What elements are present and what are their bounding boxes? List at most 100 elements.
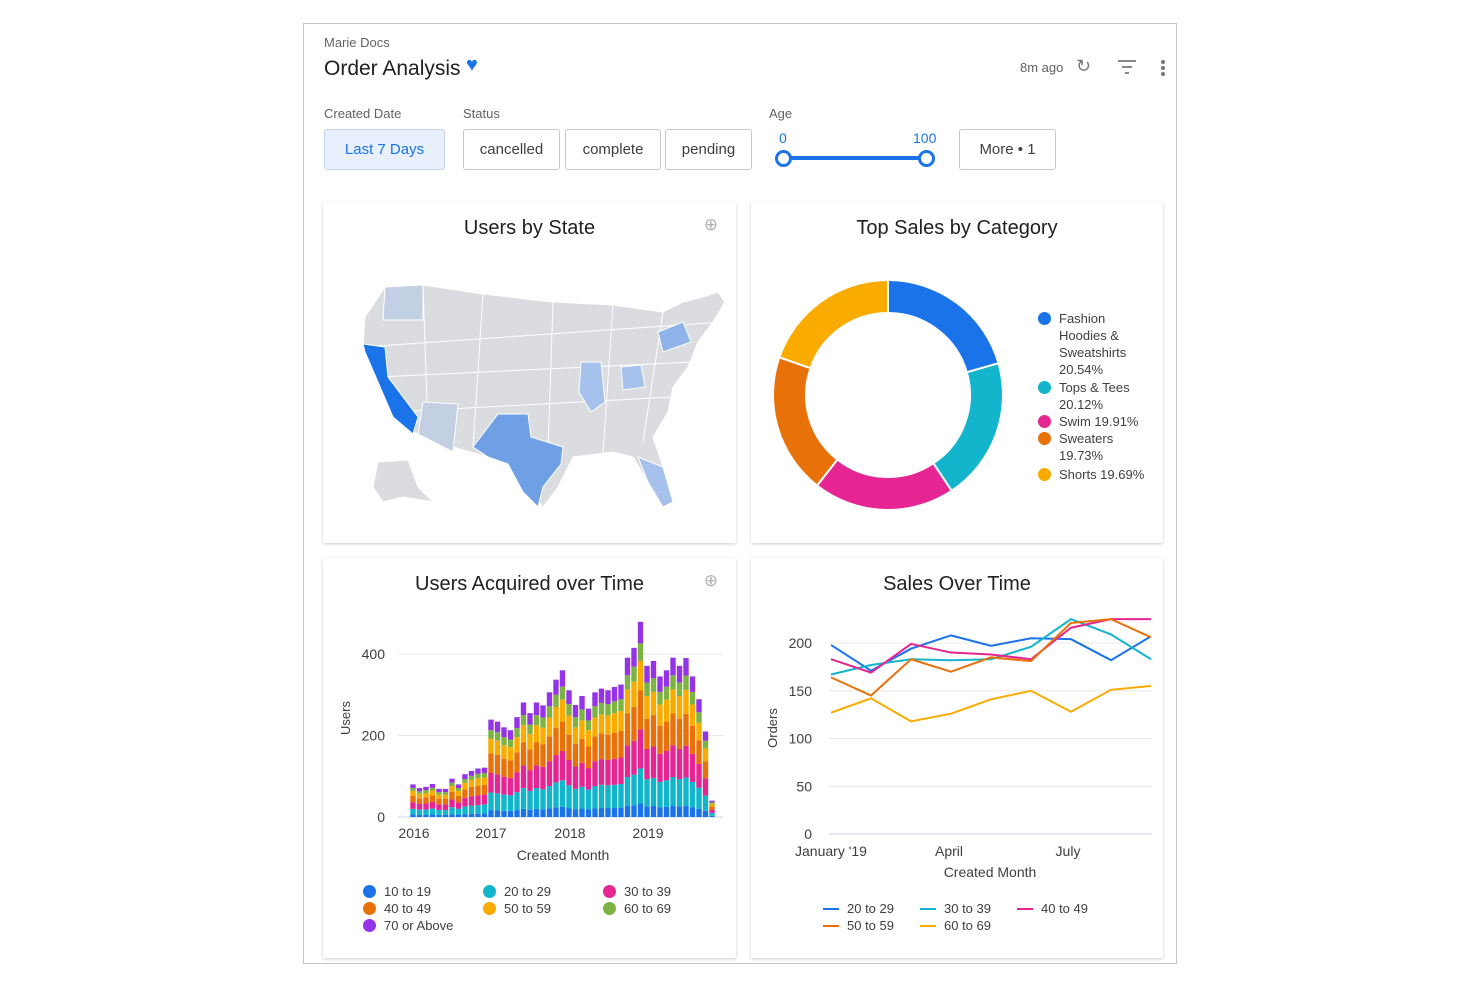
bar-segment — [592, 736, 598, 762]
bar-segment — [598, 733, 605, 760]
age-max-value: 100 — [913, 130, 937, 146]
legend-dot — [603, 885, 616, 898]
legend-dot — [483, 885, 496, 898]
bar-segment — [429, 795, 436, 802]
bar-segment — [579, 808, 585, 817]
refresh-icon[interactable]: ↻ — [1076, 56, 1092, 76]
bar-segment — [598, 714, 605, 734]
bar-segment — [468, 796, 475, 806]
bar-segment — [527, 733, 533, 750]
y-tick-label: 200 — [362, 728, 386, 744]
x-tick-label: April — [935, 843, 963, 859]
age-slider-track[interactable] — [782, 156, 926, 160]
bar-segment — [533, 725, 540, 743]
legend-item[interactable]: 40 to 49 — [1017, 901, 1088, 916]
bar-segment — [520, 765, 527, 789]
bar-segment — [520, 715, 527, 726]
legend-item[interactable]: 20 to 29 — [823, 901, 894, 916]
bar-segment — [475, 795, 481, 806]
bar-segment — [514, 792, 520, 811]
bar-segment — [455, 784, 462, 789]
bar-segment — [507, 760, 514, 778]
bar-segment — [618, 699, 624, 712]
legend-item[interactable]: 10 to 19 — [363, 884, 431, 899]
bar-segment — [624, 689, 631, 714]
bar-segment — [592, 717, 598, 737]
filter-icon[interactable] — [1118, 60, 1136, 74]
legend-item[interactable]: Swim 19.91% — [1038, 413, 1154, 430]
bar-segment — [566, 759, 572, 786]
donut-slice — [778, 278, 889, 370]
age-slider-max-handle[interactable] — [918, 150, 935, 167]
bar-segment — [507, 810, 514, 817]
bar-segment — [553, 755, 559, 783]
bar-segment — [410, 788, 416, 791]
bar-segment — [663, 670, 670, 687]
legend-item[interactable]: 30 to 39 — [603, 884, 671, 899]
bar-segment — [540, 766, 546, 790]
status-cancelled[interactable]: cancelled — [463, 129, 560, 170]
bar-segment — [631, 740, 637, 775]
legend-item[interactable]: Fashion Hoodies & Sweatshirts 20.54% — [1038, 310, 1154, 378]
bar-segment — [709, 800, 715, 803]
bar-segment — [696, 722, 702, 741]
bar-segment — [689, 725, 696, 754]
more-vert-icon[interactable] — [1161, 60, 1165, 76]
bar-segment — [657, 725, 663, 754]
bar-segment — [520, 702, 527, 716]
bar-segment — [559, 721, 566, 751]
legend-item[interactable]: 20 to 29 — [483, 884, 551, 899]
bar-segment — [462, 782, 468, 790]
bar-segment — [592, 761, 598, 787]
bar-segment — [527, 724, 533, 734]
bar-segment — [553, 679, 559, 695]
bar-segment — [442, 810, 449, 815]
age-slider-min-handle[interactable] — [775, 150, 792, 167]
bar-segment — [624, 713, 631, 746]
bar-segment — [449, 799, 455, 808]
bar-segment — [631, 706, 637, 741]
status-complete[interactable]: complete — [565, 129, 661, 170]
breadcrumb[interactable]: Marie Docs — [324, 35, 390, 50]
bar-segment — [520, 808, 527, 817]
legend-item[interactable]: 60 to 69 — [603, 901, 671, 916]
bar-segment — [540, 789, 546, 810]
bar-segment — [468, 813, 475, 817]
bar-segment — [696, 740, 702, 765]
legend-item[interactable]: Sweaters 19.73% — [1038, 430, 1154, 464]
status-pending[interactable]: pending — [665, 129, 752, 170]
bar-segment — [559, 686, 566, 700]
bar-segment — [670, 777, 676, 806]
legend-item[interactable]: 60 to 69 — [920, 918, 991, 933]
age-min-value: 0 — [779, 130, 787, 146]
bar-segment — [579, 738, 585, 763]
created-date-chip[interactable]: Last 7 Days — [324, 129, 445, 170]
globe-icon[interactable]: ⊕ — [703, 215, 718, 234]
legend-item[interactable]: Shorts 19.69% — [1038, 466, 1154, 483]
bar-segment — [455, 814, 462, 817]
legend-item[interactable]: 50 to 59 — [483, 901, 551, 916]
legend-item[interactable]: 30 to 39 — [920, 901, 991, 916]
bar-segment — [520, 788, 527, 809]
legend-item[interactable]: Tops & Tees 20.12% — [1038, 379, 1154, 413]
bar-segment — [611, 701, 618, 714]
bar-segment — [559, 699, 566, 722]
bar-segment — [637, 621, 644, 644]
bar-segment — [429, 790, 436, 796]
bar-segment — [442, 792, 449, 795]
legend-item[interactable]: 70 or Above — [363, 918, 453, 933]
legend-item[interactable]: 50 to 59 — [823, 918, 894, 933]
bar-segment — [637, 643, 644, 661]
bar-segment — [605, 734, 611, 760]
bar-segment — [520, 742, 527, 766]
globe-icon[interactable]: ⊕ — [703, 571, 718, 590]
bar-segment — [631, 774, 637, 806]
bar-segment — [605, 785, 611, 809]
bar-segment — [696, 712, 702, 723]
bar-segment — [702, 778, 709, 796]
heart-icon[interactable]: ♥ — [466, 54, 478, 76]
legend-item[interactable]: 40 to 49 — [363, 901, 431, 916]
bar-segment — [546, 717, 553, 737]
more-filters-button[interactable]: More • 1 — [959, 129, 1056, 170]
bar-segment — [579, 709, 585, 721]
